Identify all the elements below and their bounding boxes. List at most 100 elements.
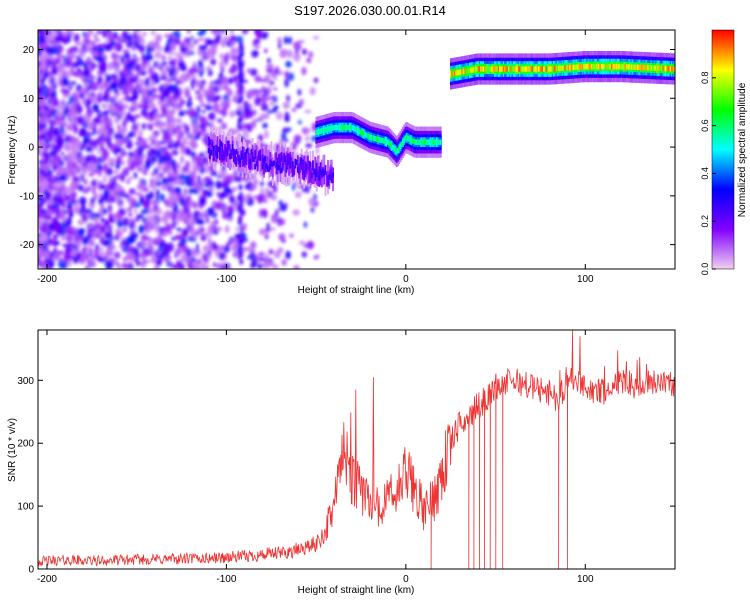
noise-cell — [94, 38, 101, 43]
noise-cell — [83, 72, 88, 77]
ridge-cell — [580, 64, 583, 70]
ridge-cell — [324, 164, 327, 196]
noise-cell — [174, 126, 182, 135]
noise-cell — [249, 241, 257, 249]
noise-cell — [119, 106, 123, 112]
ridge-cell — [247, 152, 250, 169]
noise-cell — [90, 179, 98, 187]
noise-cell — [71, 247, 77, 258]
noise-cell — [99, 246, 104, 251]
noise-cell — [133, 128, 138, 137]
noise-cell — [79, 155, 86, 163]
ridge-cell — [657, 65, 660, 71]
noise-cell — [205, 231, 210, 237]
ridge-cell — [343, 124, 345, 131]
noise-cell — [225, 86, 232, 94]
noise-cell — [38, 169, 46, 176]
ridge-cell — [326, 126, 329, 133]
noise-cell — [167, 176, 176, 183]
noise-cell — [102, 95, 106, 101]
ridge-cell — [366, 133, 369, 139]
ridge-cell — [595, 63, 598, 70]
noise-cell — [107, 195, 112, 204]
noise-cell — [279, 203, 287, 212]
ridge-cell — [327, 159, 329, 183]
ridge-cell — [234, 154, 236, 165]
noise-cell — [142, 57, 146, 66]
ridge-cell — [284, 160, 287, 177]
ridge-cell — [318, 175, 321, 181]
ridge-cell — [309, 166, 312, 182]
ridge-cell — [607, 63, 609, 70]
noise-cell — [128, 188, 136, 195]
noise-cell — [62, 155, 71, 161]
ridge-cell — [465, 68, 467, 74]
noise-cell — [47, 223, 54, 230]
noise-cell — [47, 237, 53, 246]
noise-cell — [215, 127, 223, 131]
noise-cell — [293, 41, 302, 51]
noise-cell — [79, 127, 87, 136]
ridge-cell — [506, 66, 509, 72]
ridge-cell — [276, 164, 279, 170]
ridge-cell — [289, 156, 292, 167]
noise-cell — [223, 188, 230, 192]
ridge-cell — [220, 150, 223, 161]
ridge-cell — [560, 65, 563, 71]
noise-cell — [164, 33, 169, 38]
ridge-cell — [261, 163, 264, 170]
ridge-segment — [207, 127, 334, 196]
ridge-cell — [319, 162, 322, 172]
ridge-cell — [405, 135, 408, 141]
spectrogram-x-tick-label: -100 — [216, 274, 236, 285]
noise-cell — [193, 39, 200, 43]
noise-cell — [78, 47, 85, 55]
noise-cell — [38, 258, 43, 266]
noise-cell — [313, 77, 319, 84]
noise-cell — [53, 240, 61, 246]
ridge-cell — [536, 66, 539, 72]
ridge-cell — [316, 129, 319, 135]
noise-cell — [147, 61, 151, 68]
noise-cell — [52, 234, 59, 240]
noise-cell — [282, 101, 290, 110]
ridge-cell — [235, 156, 238, 167]
ridge-cell — [667, 66, 670, 72]
noise-cell — [215, 192, 220, 196]
noise-cell — [162, 230, 168, 237]
ridge-cell — [600, 63, 603, 70]
noise-cell — [73, 33, 80, 43]
ridge-cell — [529, 66, 531, 72]
ridge-cell — [320, 170, 323, 176]
noise-cell — [66, 33, 72, 43]
noise-cell — [196, 258, 203, 264]
noise-cell — [158, 253, 165, 261]
noise-cell — [264, 129, 269, 139]
ridge-cell — [361, 130, 364, 136]
ridge-cell — [654, 65, 657, 71]
noise-cell — [304, 184, 311, 194]
noise-cell — [103, 189, 111, 196]
ridge-cell — [353, 125, 355, 132]
noise-cell — [261, 93, 268, 97]
noise-cell — [229, 128, 234, 132]
ridge-cell — [275, 152, 278, 168]
ridge-cell — [589, 63, 592, 70]
noise-cell — [200, 210, 208, 216]
ridge-cell — [547, 66, 550, 72]
noise-cell — [40, 123, 45, 130]
ridge-cell — [265, 145, 268, 168]
noise-cell — [186, 30, 191, 34]
ridge-cell — [399, 143, 402, 150]
ridge-cell — [215, 150, 218, 157]
noise-cell — [251, 119, 257, 129]
noise-cell — [155, 45, 163, 51]
ridge-cell — [661, 65, 663, 72]
noise-cell — [84, 208, 92, 213]
noise-cell — [122, 226, 128, 233]
ridge-cell — [256, 157, 259, 167]
noise-cell — [235, 226, 240, 232]
ridge-cell — [599, 63, 602, 70]
ridge-cell — [532, 66, 535, 72]
snr-x-tick-label: 100 — [577, 574, 594, 585]
